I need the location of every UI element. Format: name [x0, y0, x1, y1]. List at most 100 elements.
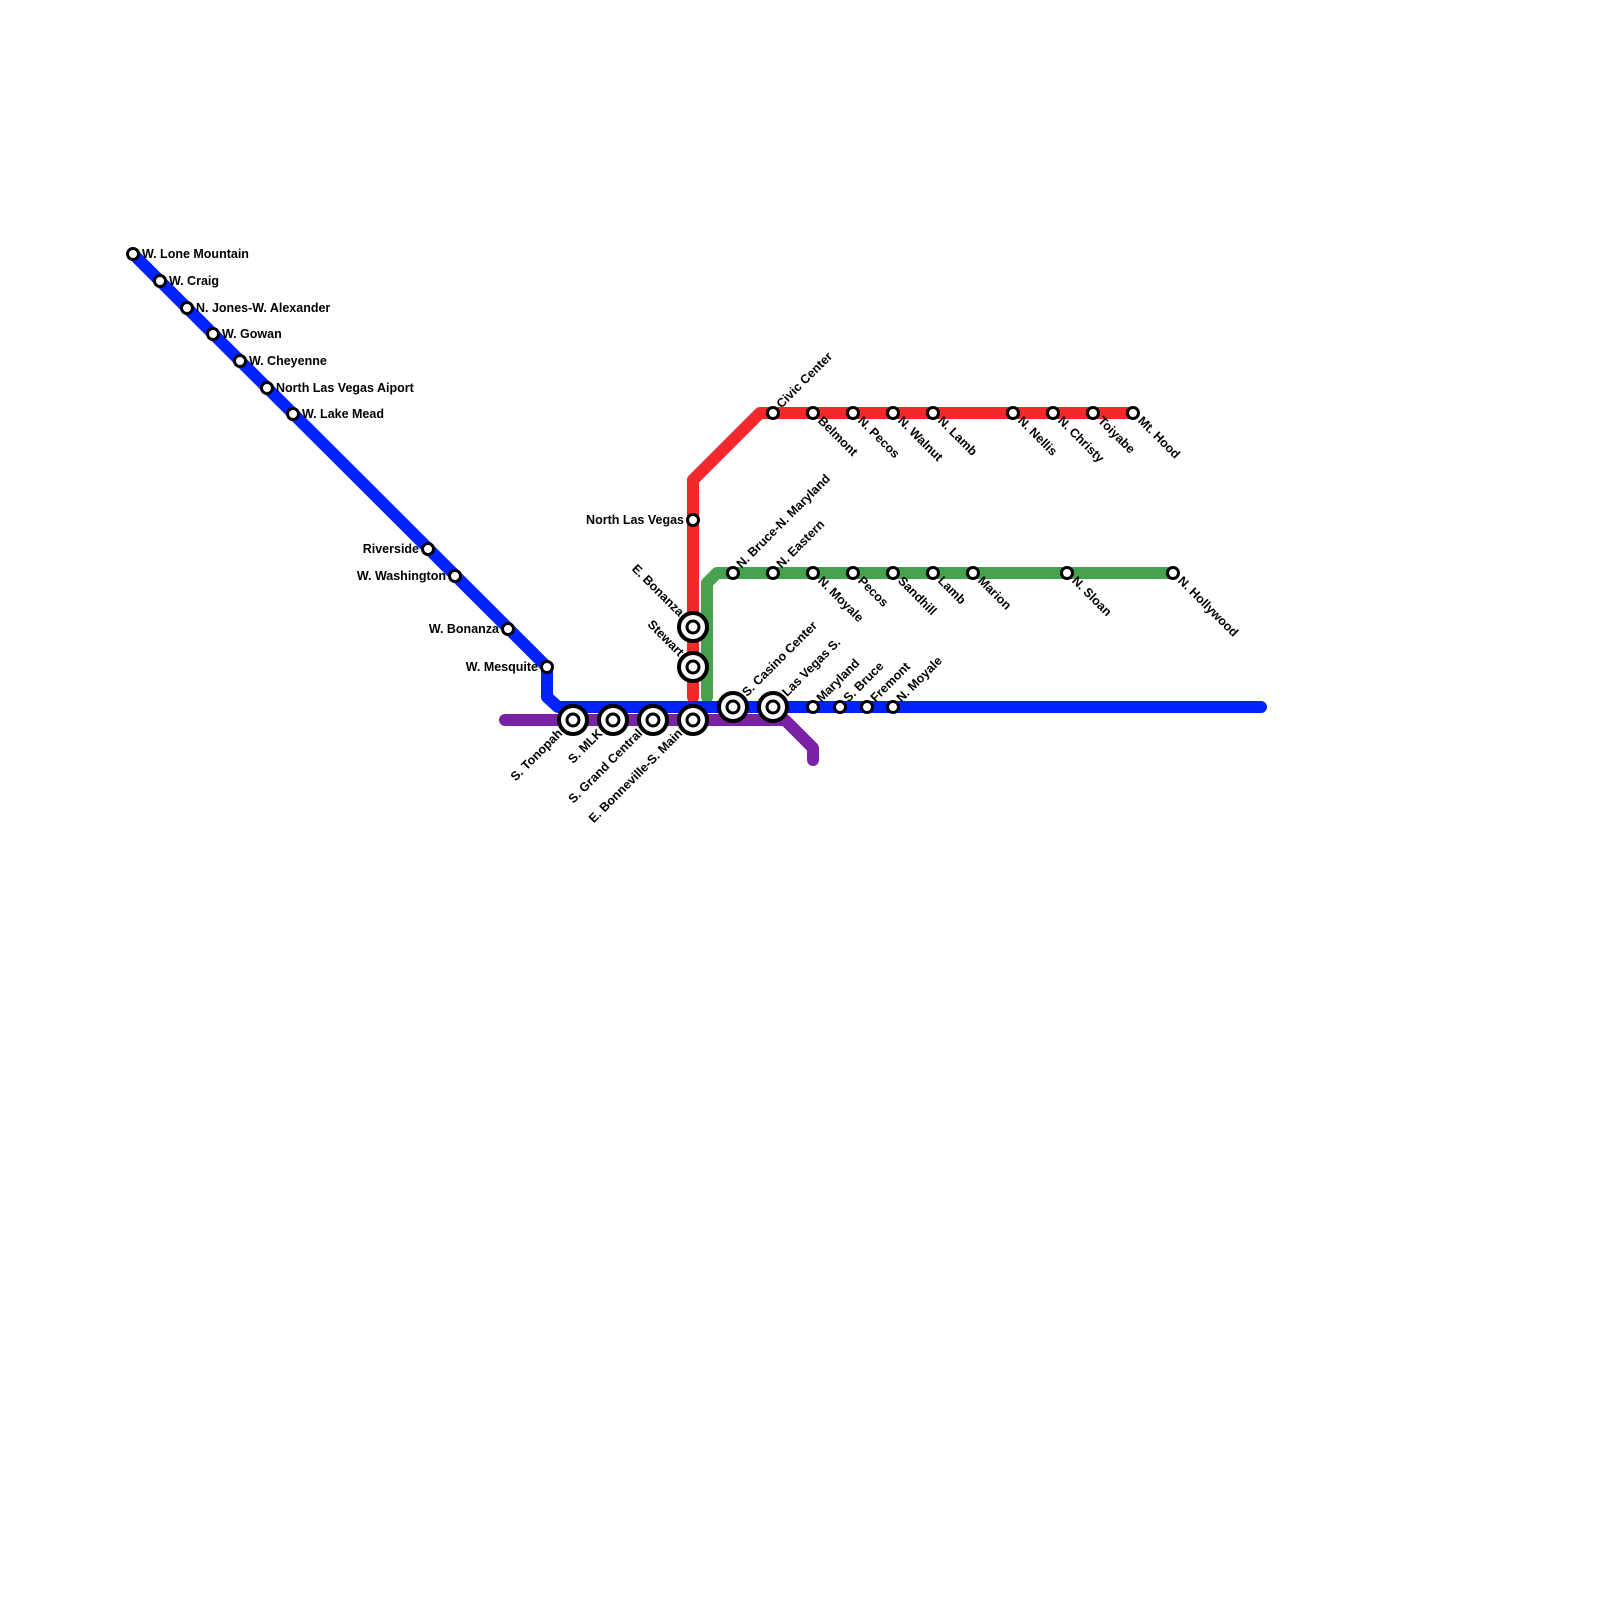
- interchange-inner-icon: [725, 699, 741, 715]
- station-icon: [540, 660, 554, 674]
- station-icon: [1060, 566, 1074, 580]
- station-n-moyale[interactable]: [886, 700, 900, 714]
- station-icon: [1126, 406, 1140, 420]
- station-civic-center[interactable]: [766, 406, 780, 420]
- station-label: W. Mesquite: [466, 660, 538, 674]
- station-label: S. Casino Center: [739, 619, 820, 700]
- station-label: W. Cheyenne: [249, 354, 327, 368]
- station-icon: [846, 406, 860, 420]
- station-e-bonneville-s-main[interactable]: [677, 704, 709, 736]
- station-label: W. Lone Mountain: [142, 247, 249, 261]
- station-lamb[interactable]: [926, 566, 940, 580]
- interchange-inner-icon: [685, 619, 701, 635]
- station-icon: [833, 700, 847, 714]
- station-label: N. Nellis: [1015, 414, 1060, 459]
- station-w-washington[interactable]: [448, 569, 462, 583]
- station-fremont[interactable]: [860, 700, 874, 714]
- station-mt-hood[interactable]: [1126, 406, 1140, 420]
- station-icon: [926, 406, 940, 420]
- station-icon: [806, 406, 820, 420]
- station-icon: [180, 301, 194, 315]
- station-icon: [233, 354, 247, 368]
- station-s-tonopah[interactable]: [557, 704, 589, 736]
- station-stewart[interactable]: [677, 651, 709, 683]
- station-north-las-vegas-aiport[interactable]: [260, 381, 274, 395]
- station-n-hollywood[interactable]: [1166, 566, 1180, 580]
- station-icon: [260, 381, 274, 395]
- station-icon: [766, 566, 780, 580]
- station-label: W. Craig: [169, 274, 219, 288]
- station-label: N. Pecos: [855, 414, 902, 461]
- station-s-casino-center[interactable]: [717, 691, 749, 723]
- station-icon: [1006, 406, 1020, 420]
- station-icon: [686, 513, 700, 527]
- station-n-nellis[interactable]: [1006, 406, 1020, 420]
- station-icon: [726, 566, 740, 580]
- station-label: Belmont: [815, 414, 861, 460]
- station-maryland[interactable]: [806, 700, 820, 714]
- station-w-mesquite[interactable]: [540, 660, 554, 674]
- station-w-cheyenne[interactable]: [233, 354, 247, 368]
- interchange-inner-icon: [765, 699, 781, 715]
- station-label: S. Tonopah: [508, 726, 565, 783]
- station-icon: [886, 406, 900, 420]
- station-n-bruce-n-maryland[interactable]: [726, 566, 740, 580]
- station-label: E. Bonanza: [629, 562, 687, 620]
- station-icon: [926, 566, 940, 580]
- station-n-lamb[interactable]: [926, 406, 940, 420]
- station-icon: [501, 622, 515, 636]
- station-sandhill[interactable]: [886, 566, 900, 580]
- station-n-walnut[interactable]: [886, 406, 900, 420]
- station-label: Mt. Hood: [1135, 414, 1183, 462]
- station-label: N. Hollywood: [1175, 574, 1241, 640]
- station-label: W. Lake Mead: [302, 407, 384, 421]
- station-icon: [806, 700, 820, 714]
- station-icon: [286, 407, 300, 421]
- station-icon: [1086, 406, 1100, 420]
- station-label: North Las Vegas: [586, 513, 684, 527]
- station-belmont[interactable]: [806, 406, 820, 420]
- station-s-grand-central[interactable]: [637, 704, 669, 736]
- station-riverside[interactable]: [421, 542, 435, 556]
- station-las-vegas-s[interactable]: [757, 691, 789, 723]
- station-icon: [126, 247, 140, 261]
- interchange-inner-icon: [605, 712, 621, 728]
- station-w-lake-mead[interactable]: [286, 407, 300, 421]
- station-s-bruce[interactable]: [833, 700, 847, 714]
- station-icon: [1166, 566, 1180, 580]
- station-w-lone-mountain[interactable]: [126, 247, 140, 261]
- station-label: S. Grand Central: [566, 726, 646, 806]
- station-icon: [206, 327, 220, 341]
- station-n-pecos[interactable]: [846, 406, 860, 420]
- station-icon: [1046, 406, 1060, 420]
- station-icon: [766, 406, 780, 420]
- station-marion[interactable]: [966, 566, 980, 580]
- station-n-christy[interactable]: [1046, 406, 1060, 420]
- station-icon: [886, 700, 900, 714]
- station-w-bonanza[interactable]: [501, 622, 515, 636]
- station-north-las-vegas[interactable]: [686, 513, 700, 527]
- station-s-mlk[interactable]: [597, 704, 629, 736]
- station-toiyabe[interactable]: [1086, 406, 1100, 420]
- station-label: N. Jones-W. Alexander: [196, 301, 330, 315]
- station-w-gowan[interactable]: [206, 327, 220, 341]
- interchange-inner-icon: [685, 659, 701, 675]
- station-icon: [421, 542, 435, 556]
- station-label: W. Gowan: [222, 327, 282, 341]
- station-n-jones-w-alexander[interactable]: [180, 301, 194, 315]
- station-n-eastern[interactable]: [766, 566, 780, 580]
- station-label: Civic Center: [774, 349, 836, 411]
- station-w-craig[interactable]: [153, 274, 167, 288]
- station-n-moyale[interactable]: [806, 566, 820, 580]
- station-icon: [886, 566, 900, 580]
- routes: [127, 248, 1267, 766]
- station-pecos[interactable]: [846, 566, 860, 580]
- red-line-route: [687, 407, 1139, 703]
- station-label: Pecos: [855, 574, 891, 610]
- station-e-bonanza[interactable]: [677, 611, 709, 643]
- station-label: Marion: [975, 574, 1014, 613]
- station-icon: [448, 569, 462, 583]
- station-n-sloan[interactable]: [1060, 566, 1074, 580]
- station-label: North Las Vegas Aiport: [276, 381, 415, 395]
